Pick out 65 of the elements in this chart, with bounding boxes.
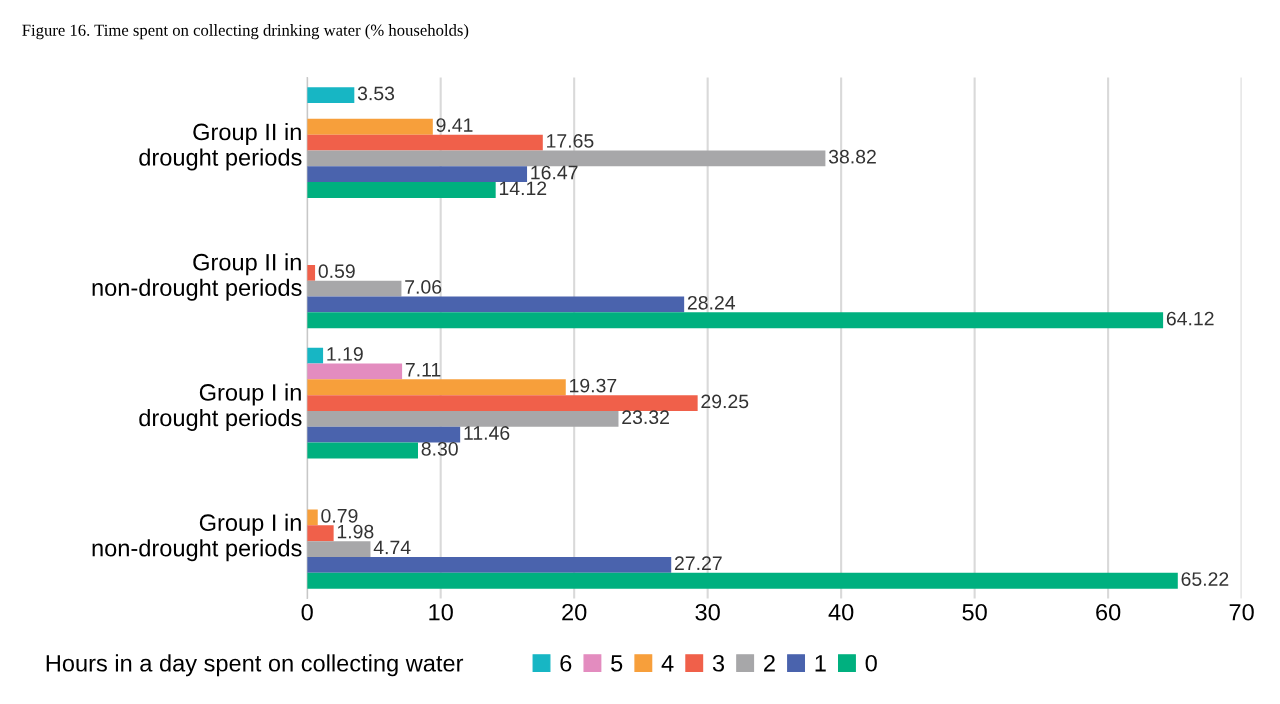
bar bbox=[307, 426, 461, 443]
bar bbox=[307, 509, 318, 526]
x-tick-label: 30 bbox=[695, 603, 720, 621]
bar bbox=[307, 395, 698, 411]
data-label: 38.82 bbox=[828, 149, 876, 164]
x-tick-label: 70 bbox=[1229, 603, 1254, 621]
bar bbox=[307, 410, 619, 427]
bar bbox=[307, 166, 528, 183]
data-label: 65.22 bbox=[1181, 572, 1229, 586]
data-label: 14.12 bbox=[499, 181, 547, 196]
data-label: 1.19 bbox=[327, 347, 363, 361]
y-tick-label: Group II in drought periods bbox=[139, 123, 302, 171]
legend-label: 2 bbox=[764, 654, 775, 672]
y-tick-label: Group I in drought periods bbox=[139, 383, 302, 431]
data-label: 9.41 bbox=[436, 118, 473, 132]
bar bbox=[307, 379, 566, 396]
data-label: 19.37 bbox=[570, 378, 617, 393]
data-label: 0.79 bbox=[321, 508, 358, 523]
bar bbox=[307, 363, 403, 380]
data-label: 8.30 bbox=[421, 441, 458, 456]
bar bbox=[307, 296, 685, 313]
bar bbox=[307, 557, 672, 573]
x-tick-label: 0 bbox=[301, 603, 313, 621]
legend-label: 4 bbox=[661, 655, 674, 672]
bar bbox=[307, 280, 402, 297]
bar bbox=[307, 442, 418, 459]
legend-title: Hours in a day spent on collecting water bbox=[46, 654, 464, 677]
data-label: 16.47 bbox=[531, 165, 578, 180]
data-label: 17.65 bbox=[547, 134, 594, 148]
data-label: 29.25 bbox=[701, 394, 749, 409]
legend-label: 1 bbox=[815, 655, 826, 672]
bar bbox=[307, 118, 433, 135]
bar bbox=[307, 572, 1178, 589]
data-label: 11.46 bbox=[464, 426, 510, 440]
x-tick-label: 20 bbox=[562, 603, 587, 621]
x-tick-label: 50 bbox=[962, 603, 987, 621]
data-label: 1.98 bbox=[337, 524, 374, 539]
data-label: 27.27 bbox=[674, 556, 722, 570]
legend-label: 3 bbox=[712, 654, 725, 672]
y-tick-label: Group II in non-drought periods bbox=[92, 253, 302, 301]
legend-label: 0 bbox=[865, 654, 877, 672]
data-label: 7.06 bbox=[405, 280, 442, 294]
x-tick-label: 40 bbox=[828, 603, 854, 621]
bar bbox=[307, 264, 316, 281]
legend-label: 6 bbox=[560, 654, 572, 672]
bar bbox=[307, 150, 826, 167]
bar bbox=[307, 525, 334, 542]
chart-title: Figure 16. Time spent on collecting drinking water (% households) bbox=[22, 24, 469, 40]
bar bbox=[307, 87, 355, 104]
x-tick-label: 10 bbox=[429, 603, 453, 621]
bar bbox=[307, 182, 496, 198]
bar bbox=[307, 541, 371, 557]
data-label: 23.32 bbox=[622, 410, 669, 425]
data-label: 7.11 bbox=[405, 363, 441, 377]
x-tick-label: 60 bbox=[1096, 603, 1121, 621]
data-label: 28.24 bbox=[687, 295, 736, 310]
data-label: 0.59 bbox=[318, 264, 355, 279]
bar bbox=[307, 134, 543, 151]
legend-label: 5 bbox=[611, 655, 623, 672]
bar bbox=[307, 347, 324, 364]
data-label: 4.74 bbox=[373, 540, 411, 555]
y-tick-label: Group I in non-drought periods bbox=[92, 513, 302, 562]
data-label: 3.53 bbox=[357, 86, 395, 101]
bar bbox=[307, 312, 1164, 329]
data-label: 64.12 bbox=[1166, 311, 1214, 326]
